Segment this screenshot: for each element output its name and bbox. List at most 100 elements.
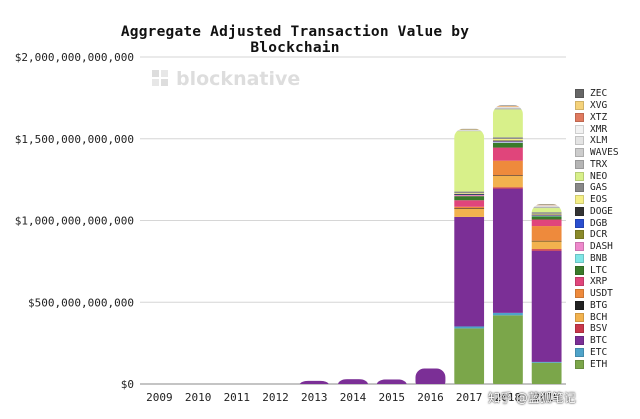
y-tick-label: $1,500,000,000,000 [15, 133, 134, 146]
legend-label: GAS [590, 182, 608, 194]
legend-item-ZEC: ZEC [575, 88, 637, 100]
legend-swatch [575, 230, 584, 240]
bar-segment-WAVES-2017 [454, 130, 485, 131]
legend-label: BTG [590, 299, 608, 311]
legend-swatch [575, 89, 584, 99]
bar-stack-2019 [531, 204, 562, 384]
legend-swatch [575, 183, 584, 193]
bar-segment-NEO-2019 [531, 208, 562, 213]
legend-swatch [575, 112, 584, 122]
legend-swatch [575, 312, 584, 322]
bar-segment-DOGE-2017 [454, 194, 485, 195]
bar-segment-XLM-2017 [454, 129, 485, 131]
x-tick-label: 2012 [262, 391, 289, 404]
legend-label: ETC [590, 346, 608, 358]
x-tick-label: 2016 [417, 391, 444, 404]
x-tick-label: 2019 [533, 391, 560, 404]
bar-segment-LTC-2018 [492, 142, 523, 148]
legend-swatch [575, 289, 584, 299]
legend-swatch [575, 159, 584, 169]
x-tick-label: 2013 [301, 391, 328, 404]
bar-segment-XMR-2019 [531, 204, 562, 206]
bar-segment-DASH-2018 [492, 141, 523, 143]
legend-label: BCH [590, 311, 608, 323]
legend-item-DOGE: DOGE [575, 206, 637, 218]
legend-label: BTC [590, 335, 608, 347]
legend-label: XTZ [590, 111, 608, 123]
bar-segment-BTG-2019 [531, 240, 562, 242]
bar-segment-USDT-2019 [531, 226, 562, 241]
blocknative-watermark: blocknative [150, 66, 300, 92]
legend-item-NEO: NEO [575, 170, 637, 182]
legend-item-BCH: BCH [575, 311, 637, 323]
legend-item-TRX: TRX [575, 159, 637, 171]
legend-item-BNB: BNB [575, 253, 637, 265]
y-tick-label: $1,000,000,000,000 [15, 215, 134, 228]
bar-segment-XTZ-2018 [492, 106, 523, 107]
bar-segment-DASH-2017 [454, 194, 485, 197]
x-tick-label: 2014 [340, 391, 367, 404]
bar-segment-ETC-2018 [492, 312, 523, 316]
bar-segment-BCH-2019 [531, 240, 562, 250]
legend-swatch [575, 253, 584, 263]
legend-label: XVG [590, 100, 608, 112]
bar-segment-WAVES-2018 [492, 107, 523, 109]
bar-segment-XMR-2017 [454, 129, 485, 131]
legend-item-DGB: DGB [575, 217, 637, 229]
legend-swatch [575, 195, 584, 205]
bar-stack-2014 [338, 379, 368, 384]
bar-segment-NEO-2018 [492, 109, 523, 138]
blocknative-logo-icon [152, 70, 168, 86]
legend-swatch [575, 136, 584, 146]
bar-segment-BTC-2016 [415, 368, 446, 384]
bar-segment-ETH-2018 [492, 315, 523, 384]
bar-segment-NEO-2017 [454, 131, 485, 192]
legend-swatch [575, 171, 584, 181]
bar-segment-LTC-2017 [454, 196, 485, 201]
bar-segment-EOS-2019 [531, 213, 562, 215]
bar-segment-DGB-2017 [454, 194, 485, 195]
bar-segment-ETH-2017 [454, 328, 485, 384]
bar-segment-BTC-2013 [299, 380, 330, 384]
x-tick-label: 2010 [185, 391, 212, 404]
bar-segment-TRX-2018 [492, 108, 523, 110]
legend-item-XTZ: XTZ [575, 112, 637, 124]
legend-label: BSV [590, 323, 608, 335]
y-tick-label: $0 [121, 378, 134, 391]
bar-segment-BTC-2014 [338, 379, 368, 384]
legend-swatch [575, 347, 584, 357]
legend-label: BNB [590, 252, 608, 264]
bar-segment-WAVES-2019 [531, 206, 562, 207]
legend-swatch [575, 242, 584, 252]
bar-stack-2013 [299, 380, 330, 384]
legend-swatch [575, 300, 584, 310]
bar-segment-XVG-2017 [454, 129, 485, 130]
legend-item-BTC: BTC [575, 335, 637, 347]
chart-title: Aggregate Adjusted Transaction Value by … [120, 24, 470, 56]
bar-segment-XRP-2017 [454, 200, 485, 207]
footer-watermark: 知乎 @蓝狐笔记 [488, 391, 576, 405]
bar-segment-TRX-2019 [531, 206, 562, 209]
bar-segment-BNB-2019 [531, 215, 562, 217]
bar-segment-ETH-2019 [531, 362, 562, 384]
bar-segment-XLM-2018 [492, 106, 523, 108]
bar-segment-DGB-2018 [492, 140, 523, 142]
legend-label: ZEC [590, 88, 608, 100]
legend-item-XMR: XMR [575, 123, 637, 135]
x-tick-label: 2011 [224, 391, 251, 404]
legend-label: ETH [590, 358, 608, 370]
bar-segment-XRP-2018 [492, 147, 523, 161]
bar-segment-ZEC-2017 [454, 128, 485, 130]
legend-label: NEO [590, 170, 608, 182]
legend-label: XRP [590, 276, 608, 288]
x-tick-label: 2015 [378, 391, 405, 404]
legend-item-LTC: LTC [575, 264, 637, 276]
y-axis: $0 $500,000,000,000 $1,000,000,000,000 $1,5… [15, 51, 134, 391]
bar-segment-BTG-2017 [454, 208, 485, 210]
bar-segment-DOGE-2019 [531, 214, 562, 216]
legend-swatch [575, 148, 584, 158]
bar-segment-BCH-2018 [492, 175, 523, 188]
x-tick-label: 2017 [456, 391, 483, 404]
bar-segment-GAS-2018 [492, 137, 523, 139]
